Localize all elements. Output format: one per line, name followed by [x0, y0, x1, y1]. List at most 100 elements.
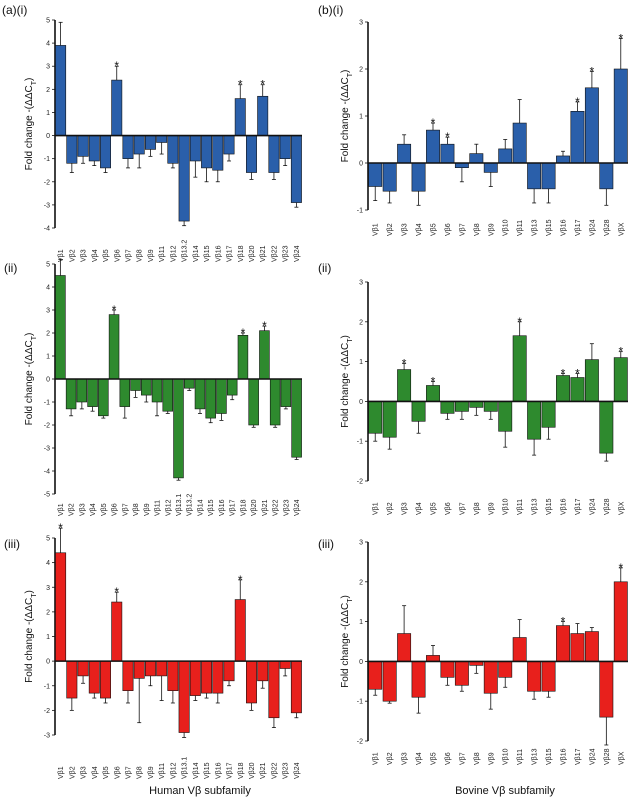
y-tick-label: 3 [46, 64, 50, 71]
x-tick-label: Vβ17 [230, 499, 237, 516]
y-axis-label-end: ) [340, 335, 351, 338]
y-axis-label-sub: T [31, 80, 38, 85]
bar [512, 637, 527, 662]
x-tick-label: Vβ8 [474, 752, 481, 765]
x-tick-label: Vβ3 [81, 766, 88, 779]
bar [498, 401, 513, 432]
bar [382, 401, 397, 438]
bar [223, 660, 235, 682]
x-tick-label: Vβ8 [137, 766, 144, 779]
panel-label: (ii) [318, 261, 331, 275]
panel-label: (iii) [4, 537, 20, 551]
bar [469, 401, 484, 408]
x-tick-label: Vβ16 [561, 748, 568, 765]
x-tick-label: Vβ13.2 [187, 494, 194, 516]
panel-label: (iii) [318, 537, 334, 551]
x-tick-label: Vβ16 [219, 499, 226, 516]
bar [65, 378, 77, 410]
y-tick-label: 5 [46, 18, 50, 25]
significance-star: * [114, 585, 119, 599]
bar [512, 122, 527, 164]
bar [144, 135, 156, 150]
x-tick-label: Vβ16 [561, 498, 568, 515]
y-tick-label: -1 [44, 683, 50, 690]
x-tick-label: Vβ24 [589, 498, 596, 515]
x-tick-label: Vβ15 [204, 762, 211, 779]
y-tick-label: 0 [46, 659, 50, 666]
bar [268, 660, 280, 719]
y-tick-label: 2 [359, 579, 363, 586]
x-tick-label: Vβ13 [532, 219, 539, 236]
x-tick-label: Vβ1 [58, 503, 65, 516]
x-tick-label: Vβ9 [148, 249, 155, 262]
chart-panel-5: (iii) -3 -2 -1 0 1 2 3 4 5 Fold change -(ΔΔCT) * Vβ1… [4, 521, 302, 779]
chart-panel-4: (ii) -2 -1 0 1 2 3 Fold change -(ΔΔCT) Vβ1 Vβ2 * Vβ… [318, 261, 628, 515]
x-tick-label: Vβ21 [260, 762, 267, 779]
x-tick-label: Vβ2 [69, 249, 76, 262]
x-tick-label: Vβ4 [92, 249, 99, 262]
x-tick-label: Vβ11 [517, 499, 524, 515]
x-tick-label: Vβ15 [546, 748, 553, 765]
bar [279, 660, 291, 669]
y-tick-label: -1 [357, 699, 363, 706]
y-tick-label: 0 [359, 161, 363, 168]
bar [280, 378, 292, 407]
bar [454, 401, 469, 412]
y-tick-label: 0 [359, 659, 363, 666]
y-tick-label: 3 [359, 20, 363, 27]
x-tick-label: Vβ22 [271, 245, 278, 262]
x-tick-label: Vβ16 [215, 762, 222, 779]
x-tick-label: Vβ1 [58, 249, 65, 262]
x-tick-label: Vβ28 [604, 219, 611, 236]
y-tick-label: 5 [46, 262, 50, 269]
x-tick-label: Vβ3 [81, 249, 88, 262]
y-tick-label: -2 [357, 739, 363, 746]
bar [584, 87, 599, 164]
x-tick-label: Vβ3 [402, 502, 409, 515]
y-tick-label: -1 [44, 156, 50, 163]
significance-star: * [241, 326, 246, 340]
x-tick-label: Vβ5 [101, 503, 108, 516]
significance-star: * [445, 130, 450, 144]
bar [599, 162, 614, 190]
y-axis-label: Fold change -(ΔΔCT) [340, 70, 354, 163]
bar [411, 401, 426, 422]
bar [111, 79, 123, 136]
bar [100, 660, 111, 699]
x-tick-label: Vβ4 [90, 503, 97, 516]
x-tick-label: VβX [618, 751, 625, 765]
bar [279, 135, 291, 159]
bar [440, 401, 455, 414]
y-tick-label: 2 [359, 319, 363, 326]
significance-star: * [114, 59, 119, 73]
x-tick-label: Vβ6 [114, 766, 121, 779]
x-tick-label: Vβ14 [193, 245, 200, 262]
x-tick-label: Vβ17 [575, 748, 582, 765]
bar [212, 135, 224, 171]
bar [237, 334, 249, 380]
bar [291, 378, 302, 458]
y-tick-label: -2 [44, 708, 50, 715]
x-tick-label: Vβ6 [114, 249, 121, 262]
bar [556, 625, 570, 662]
bar [216, 378, 227, 414]
x-tick-label: Vβ2 [387, 502, 394, 515]
bar [440, 661, 455, 678]
x-tick-label: Vβ6 [445, 502, 452, 515]
bar [178, 135, 190, 222]
x-tick-label: Vβ28 [604, 498, 611, 515]
significance-star: * [575, 367, 580, 381]
bar [162, 378, 174, 412]
bar [246, 135, 257, 173]
panel-label: (b)(i) [318, 3, 343, 17]
y-axis-label-main: Fold change -(ΔΔC [340, 603, 351, 688]
x-tick-label: Vβ24 [589, 748, 596, 765]
y-tick-label: 0 [46, 377, 50, 384]
bar [541, 401, 556, 428]
bar [226, 378, 238, 396]
y-tick-label: 1 [46, 354, 50, 361]
x-tick-label: Vβ11 [517, 220, 524, 236]
x-tick-label: Vβ10 [503, 498, 510, 515]
bar [368, 162, 383, 187]
x-tick-label: Vβ8 [133, 503, 140, 516]
